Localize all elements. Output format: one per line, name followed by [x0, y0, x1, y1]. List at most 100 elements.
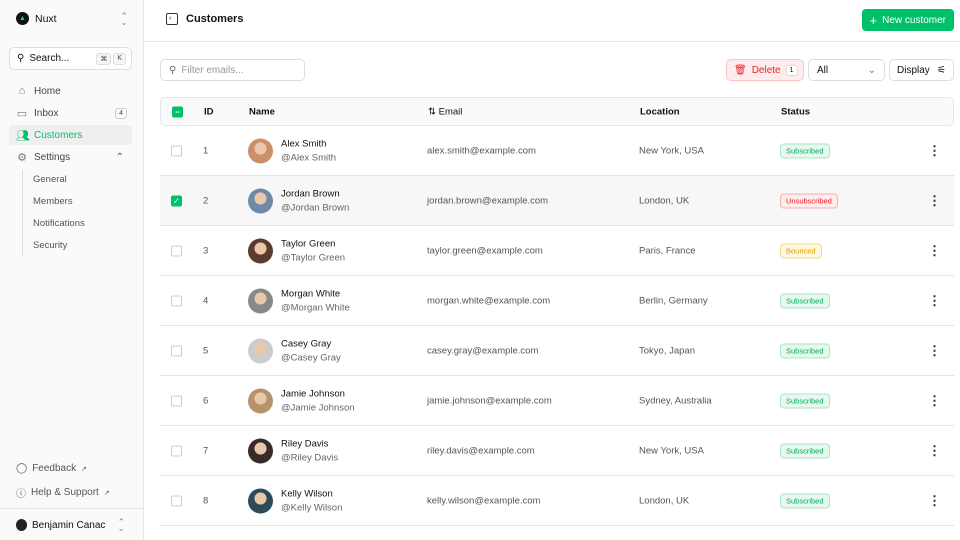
status-badge: Subscribed: [780, 143, 830, 158]
status-filter-select[interactable]: All ⌄: [808, 59, 885, 81]
table-row[interactable]: 1 Alex Smith @Alex Smith alex.smith@examp…: [160, 126, 954, 176]
user-menu[interactable]: Benjamin Canac ⌃ ⌄: [0, 508, 143, 540]
avatar: [248, 238, 273, 263]
status-badge: Subscribed: [780, 443, 830, 458]
row-actions-menu-icon[interactable]: ⋮: [928, 292, 941, 308]
inbox-count-badge: 4: [115, 107, 127, 119]
row-actions-menu-icon[interactable]: ⋮: [928, 142, 941, 158]
user-avatar: [16, 519, 27, 531]
col-name: Name: [249, 106, 275, 117]
customer-handle: @Casey Gray: [281, 352, 341, 363]
customer-name: Morgan White: [281, 288, 341, 299]
table-row[interactable]: 7 Riley Davis @Riley Davis riley.davis@ex…: [160, 426, 954, 476]
customer-name: Kelly Wilson: [281, 488, 333, 499]
row-actions-menu-icon[interactable]: ⋮: [928, 492, 941, 508]
display-button[interactable]: Display ⚟: [889, 59, 954, 81]
avatar: [248, 138, 273, 163]
customer-location: Tokyo, Japan: [639, 345, 695, 356]
customer-email: riley.davis@example.com: [427, 445, 535, 456]
sidebar-item-general[interactable]: General: [33, 174, 67, 185]
sidebar-item-inbox[interactable]: ▭ Inbox 4: [9, 103, 132, 123]
nav-label: Customers: [34, 129, 83, 141]
display-label: Display: [897, 64, 930, 76]
search-icon: ⚲: [169, 64, 177, 76]
sidebar-item-members[interactable]: Members: [33, 196, 73, 207]
customer-name: Jordan Brown: [281, 188, 340, 199]
trash-icon: 🗑︎: [734, 64, 747, 76]
help-label: Help & Support: [31, 487, 99, 498]
customer-name: Jamie Johnson: [281, 388, 345, 399]
customer-handle: @Riley Davis: [281, 452, 339, 463]
row-id: 8: [203, 495, 209, 506]
row-checkbox[interactable]: [171, 445, 182, 456]
external-link-icon: ↗: [81, 465, 87, 473]
delete-count: 1: [785, 64, 798, 76]
sidebar-item-notifications[interactable]: Notifications: [33, 218, 85, 229]
col-email: Email: [438, 106, 463, 117]
customer-handle: @Taylor Green: [281, 252, 346, 263]
select-all-checkbox[interactable]: –: [172, 106, 183, 117]
customer-email: kelly.wilson@example.com: [427, 495, 541, 506]
chevron-down-icon: ⌄: [867, 64, 876, 76]
customer-handle: @Morgan White: [281, 302, 350, 313]
table-row[interactable]: ✓ 2 Jordan Brown @Jordan Brown jordan.bro…: [160, 176, 954, 226]
table-header: – ID Name ⇅ Email Location Status: [160, 97, 954, 126]
row-checkbox[interactable]: [171, 245, 182, 256]
team-switcher[interactable]: ▲ Nuxt ⌃ ⌄: [16, 10, 128, 27]
sliders-icon: ⚟: [937, 64, 946, 76]
row-actions-menu-icon[interactable]: ⋮: [928, 442, 941, 458]
filter-emails-input[interactable]: ⚲ Filter emails...: [160, 59, 305, 81]
table-row[interactable]: 3 Taylor Green @Taylor Green taylor.green…: [160, 226, 954, 276]
gear-icon: ⚙: [17, 151, 27, 164]
col-email-sort[interactable]: ⇅ Email: [428, 106, 462, 117]
table-row[interactable]: 4 Morgan White @Morgan White morgan.white…: [160, 276, 954, 326]
collapse-sidebar-icon[interactable]: ‹: [166, 13, 178, 25]
row-checkbox[interactable]: [171, 295, 182, 306]
customer-location: London, UK: [639, 195, 690, 206]
user-name: Benjamin Canac: [32, 519, 106, 531]
customer-location: Paris, France: [639, 245, 696, 256]
sidebar-item-customers[interactable]: 👥︎ Customers: [9, 125, 132, 145]
customer-location: New York, USA: [639, 145, 704, 156]
table-row[interactable]: 5 Casey Gray @Casey Gray casey.gray@examp…: [160, 326, 954, 376]
chevron-up-down-icon: ⌃ ⌄: [120, 10, 128, 27]
sort-icon: ⇅: [428, 106, 436, 117]
table-row[interactable]: 6 Jamie Johnson @Jamie Johnson jamie.john…: [160, 376, 954, 426]
customer-name: Casey Gray: [281, 338, 332, 349]
help-support-link[interactable]: ⓘ Help & Support ↗: [16, 485, 110, 500]
customer-email: jordan.brown@example.com: [427, 195, 549, 206]
row-actions-menu-icon[interactable]: ⋮: [928, 392, 941, 408]
feedback-link[interactable]: ◯ Feedback ↗: [16, 463, 87, 474]
kbd-k: K: [113, 52, 126, 65]
row-checkbox[interactable]: [171, 345, 182, 356]
delete-label: Delete: [751, 64, 781, 76]
row-actions-menu-icon[interactable]: ⋮: [928, 242, 941, 258]
submenu-divider: [22, 170, 23, 256]
delete-button[interactable]: 🗑︎ Delete 1: [726, 59, 804, 81]
row-checkbox[interactable]: [171, 145, 182, 156]
row-checkbox[interactable]: [171, 395, 182, 406]
avatar: [248, 388, 273, 413]
page-header: ‹ Customers + New customer: [144, 0, 960, 42]
row-id: 2: [203, 195, 209, 206]
search-label: Search...: [29, 53, 70, 64]
sidebar-item-security[interactable]: Security: [33, 240, 68, 251]
sidebar-item-settings[interactable]: ⚙ Settings ⌃: [9, 147, 132, 167]
feedback-label: Feedback: [32, 463, 77, 474]
users-icon: 👥︎: [16, 129, 30, 142]
new-customer-button[interactable]: + New customer: [861, 9, 954, 31]
customer-handle: @Alex Smith: [281, 152, 337, 163]
chevron-up-down-icon: ⌃ ⌄: [117, 517, 125, 533]
table-row[interactable]: 8 Kelly Wilson @Kelly Wilson kelly.wilson…: [160, 476, 954, 526]
row-checkbox[interactable]: [171, 495, 182, 506]
row-checkbox[interactable]: ✓: [171, 195, 182, 206]
row-id: 1: [203, 145, 209, 156]
status-badge: Subscribed: [780, 343, 830, 358]
row-actions-menu-icon[interactable]: ⋮: [928, 192, 941, 208]
avatar: [248, 338, 273, 363]
row-actions-menu-icon[interactable]: ⋮: [928, 342, 941, 358]
external-link-icon: ↗: [103, 489, 110, 497]
sidebar-item-home[interactable]: ⌂ Home: [9, 81, 132, 101]
page-title: Customers: [186, 13, 244, 25]
search-button[interactable]: ⚲ Search... ⌘ K: [9, 47, 132, 70]
